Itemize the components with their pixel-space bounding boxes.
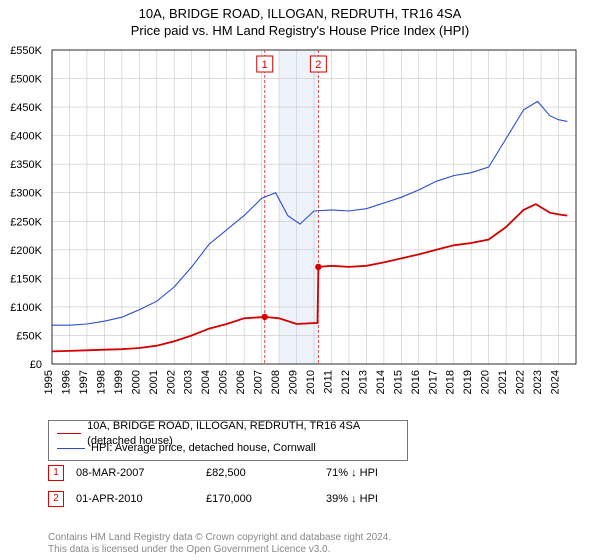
x-tick-label: 2020 <box>480 370 492 394</box>
x-tick-label: 2022 <box>515 370 527 394</box>
copyright-line-2: This data is licensed under the Open Gov… <box>48 544 391 556</box>
footnote-delta-1: 71% ↓ HPI <box>326 467 378 479</box>
svg-text:1995: 1995 <box>43 370 55 394</box>
x-tick-label: 2001 <box>148 370 160 394</box>
svg-text:2020: 2020 <box>480 370 492 394</box>
y-tick-label: £450K <box>10 102 42 114</box>
svg-text:2001: 2001 <box>148 370 160 394</box>
footnote-date-2: 01-APR-2010 <box>76 493 206 505</box>
footnote-row-1: 1 08-MAR-2007 £82,500 71% ↓ HPI <box>48 464 580 482</box>
copyright: Contains HM Land Registry data © Crown c… <box>48 532 391 556</box>
x-tick-label: 2006 <box>235 370 247 394</box>
svg-text:2022: 2022 <box>515 370 527 394</box>
x-tick-label: 2000 <box>130 370 142 394</box>
legend-swatch-1 <box>57 433 81 434</box>
svg-text:1996: 1996 <box>60 370 72 394</box>
x-tick-label: 2003 <box>183 370 195 394</box>
legend-swatch-2 <box>57 448 85 449</box>
x-tick-label: 2013 <box>357 370 369 394</box>
y-tick-label: £300K <box>10 188 42 200</box>
shaded-band <box>279 50 318 364</box>
marker-badge-text: 2 <box>315 59 321 71</box>
x-tick-label: 2007 <box>253 370 265 394</box>
y-tick-label: £500K <box>10 74 42 86</box>
copyright-line-1: Contains HM Land Registry data © Crown c… <box>48 532 391 544</box>
x-tick-label: 2005 <box>218 370 230 394</box>
y-tick-label: £200K <box>10 245 42 257</box>
footnote-price-2: £170,000 <box>206 493 326 505</box>
x-tick-label: 1999 <box>113 370 125 394</box>
x-tick-label: 2004 <box>200 370 212 394</box>
svg-text:2002: 2002 <box>165 370 177 394</box>
title-line-2: Price paid vs. HM Land Registry's House … <box>0 23 600 38</box>
marker-badge-1: 1 <box>48 465 64 481</box>
svg-text:2016: 2016 <box>410 370 422 394</box>
x-tick-label: 2018 <box>445 370 457 394</box>
svg-text:2010: 2010 <box>305 370 317 394</box>
x-tick-label: 2021 <box>497 370 509 394</box>
svg-text:2013: 2013 <box>357 370 369 394</box>
x-tick-label: 1996 <box>60 370 72 394</box>
footnote-delta-2: 39% ↓ HPI <box>326 493 378 505</box>
title-block: 10A, BRIDGE ROAD, ILLOGAN, REDRUTH, TR16… <box>0 0 600 38</box>
svg-text:2008: 2008 <box>270 370 282 394</box>
figure-container: 10A, BRIDGE ROAD, ILLOGAN, REDRUTH, TR16… <box>0 0 600 560</box>
x-tick-label: 2016 <box>410 370 422 394</box>
svg-text:2019: 2019 <box>462 370 474 394</box>
svg-text:2018: 2018 <box>445 370 457 394</box>
x-tick-label: 2024 <box>550 370 562 394</box>
svg-text:2007: 2007 <box>253 370 265 394</box>
x-tick-label: 2010 <box>305 370 317 394</box>
x-tick-label: 2008 <box>270 370 282 394</box>
legend-row-1: 10A, BRIDGE ROAD, ILLOGAN, REDRUTH, TR16… <box>57 426 399 441</box>
x-tick-label: 2019 <box>462 370 474 394</box>
svg-text:2004: 2004 <box>200 370 212 394</box>
x-tick-label: 2011 <box>322 370 334 394</box>
svg-text:2014: 2014 <box>375 370 387 394</box>
marker-badge-text: 1 <box>262 59 268 71</box>
x-tick-label: 2023 <box>532 370 544 394</box>
x-tick-label: 1995 <box>43 370 55 394</box>
svg-text:2015: 2015 <box>392 370 404 394</box>
svg-text:1999: 1999 <box>113 370 125 394</box>
svg-text:2021: 2021 <box>497 370 509 394</box>
svg-text:1998: 1998 <box>95 370 107 394</box>
svg-text:1997: 1997 <box>78 370 90 394</box>
marker-badge-2: 2 <box>48 491 64 507</box>
y-tick-label: £150K <box>10 273 42 285</box>
y-tick-label: £0 <box>30 359 42 371</box>
footnote-price-1: £82,500 <box>206 467 326 479</box>
svg-text:2006: 2006 <box>235 370 247 394</box>
x-tick-label: 2012 <box>340 370 352 394</box>
x-tick-label: 2014 <box>375 370 387 394</box>
x-tick-label: 2017 <box>427 370 439 394</box>
title-line-1: 10A, BRIDGE ROAD, ILLOGAN, REDRUTH, TR16… <box>0 6 600 21</box>
svg-text:2024: 2024 <box>550 370 562 394</box>
y-tick-label: £350K <box>10 159 42 171</box>
svg-text:2009: 2009 <box>288 370 300 394</box>
svg-text:2003: 2003 <box>183 370 195 394</box>
y-tick-label: £400K <box>10 131 42 143</box>
svg-text:2012: 2012 <box>340 370 352 394</box>
legend-label-2: HPI: Average price, detached house, Corn… <box>91 441 316 456</box>
y-tick-label: £550K <box>10 46 42 57</box>
x-tick-label: 1997 <box>78 370 90 394</box>
svg-text:2005: 2005 <box>218 370 230 394</box>
plot-area: £0£50K£100K£150K£200K£250K£300K£350K£400… <box>48 46 580 406</box>
x-tick-label: 2002 <box>165 370 177 394</box>
x-tick-label: 2009 <box>288 370 300 394</box>
svg-text:2000: 2000 <box>130 370 142 394</box>
x-tick-label: 1998 <box>95 370 107 394</box>
chart-svg: £0 £50K £100K £150K £200K £250K £300K £350K £400… <box>4 46 580 406</box>
footnote-row-2: 2 01-APR-2010 £170,000 39% ↓ HPI <box>48 490 580 508</box>
svg-text:2017: 2017 <box>427 370 439 394</box>
y-tick-label: £250K <box>10 216 42 228</box>
legend: 10A, BRIDGE ROAD, ILLOGAN, REDRUTH, TR16… <box>48 420 408 461</box>
svg-text:2023: 2023 <box>532 370 544 394</box>
y-tick-label: £100K <box>10 302 42 314</box>
svg-text:2011: 2011 <box>322 370 334 394</box>
y-tick-label: £50K <box>16 330 42 342</box>
x-tick-label: 2015 <box>392 370 404 394</box>
footnote-date-1: 08-MAR-2007 <box>76 467 206 479</box>
